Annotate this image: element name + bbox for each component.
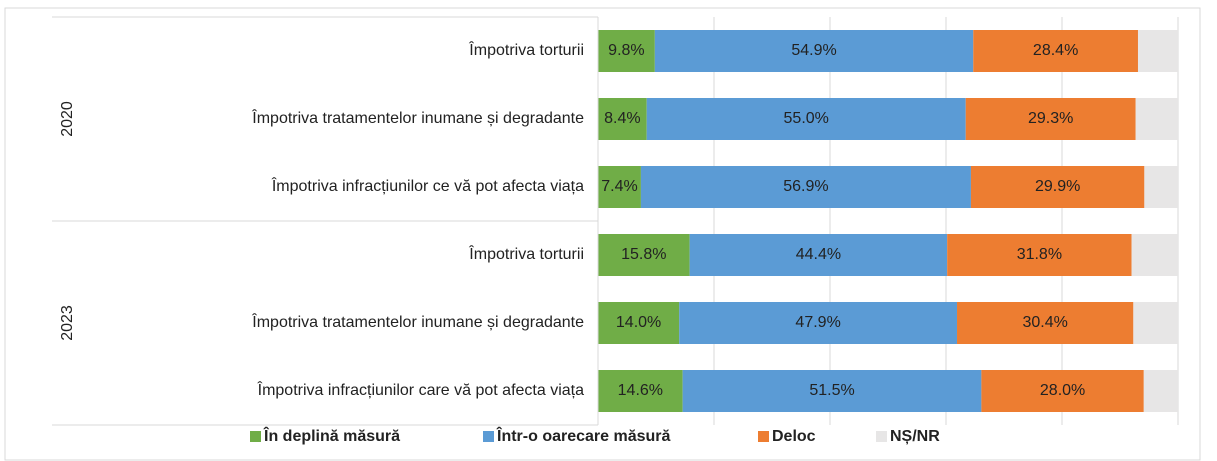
chart-frame [4,7,1201,461]
bar-segment [598,302,680,344]
data-label: 28.4% [1033,42,1078,59]
bar-segment [689,234,948,276]
bar-segment [947,234,1132,276]
y-tick-label: Împotriva tratamentelor inumane și degra… [251,108,584,127]
bar-segment [1135,98,1178,140]
group-label: 2023 [59,305,76,341]
legend-text: În deplină măsură [263,426,400,445]
legend-swatch [483,431,494,442]
data-label: 54.9% [791,42,836,59]
bar-segment [598,98,647,140]
data-label: 29.9% [1035,178,1080,195]
bar-segment [598,30,655,72]
bar-segment [965,98,1136,140]
bar-segment [598,166,641,208]
bar-segment [957,302,1134,344]
y-tick-label: Împotriva infracțiunilor care vă pot afe… [257,380,584,399]
data-label: 9.8% [608,42,644,59]
bar-segment [970,166,1145,208]
data-label: 30.4% [1022,314,1067,331]
bar-segment [679,302,958,344]
data-label: 55.0% [784,110,829,127]
group-label: 2020 [59,101,76,137]
y-tick-label: Împotriva torturii [468,244,584,263]
bar-segment [973,30,1138,72]
data-label: 14.0% [616,314,661,331]
bar-segment [598,370,683,412]
bar-segment [640,166,971,208]
bar-segment [1144,166,1178,208]
bar-segment [682,370,982,412]
data-label: 8.4% [604,110,640,127]
bar-segment [1137,30,1178,72]
bar-segment [1131,234,1178,276]
data-label: 44.4% [796,246,841,263]
data-label: 31.8% [1017,246,1062,263]
y-tick-label: Împotriva torturii [468,40,584,59]
bar-segment [646,98,966,140]
data-label: 47.9% [795,314,840,331]
bar-segment [598,234,690,276]
legend-text: Într-o oarecare măsură [496,426,671,445]
data-label: 56.9% [783,178,828,195]
data-label: 15.8% [621,246,666,263]
data-label: 28.0% [1040,382,1085,399]
bar-segment [981,370,1144,412]
data-label: 14.6% [618,382,663,399]
legend-swatch [250,431,261,442]
y-tick-label: Împotriva tratamentelor inumane și degra… [251,312,584,331]
data-label: 51.5% [809,382,854,399]
data-label: 29.3% [1028,110,1073,127]
data-label: 7.4% [601,178,637,195]
bar-segment [1133,302,1178,344]
legend-text: NȘ/NR [890,428,940,445]
bar-segment [654,30,974,72]
legend-swatch [758,431,769,442]
legend-swatch [876,431,887,442]
bar-segment [1143,370,1178,412]
y-tick-label: Împotriva infracțiunilor ce vă pot afect… [271,176,584,195]
legend-text: Deloc [772,428,816,445]
